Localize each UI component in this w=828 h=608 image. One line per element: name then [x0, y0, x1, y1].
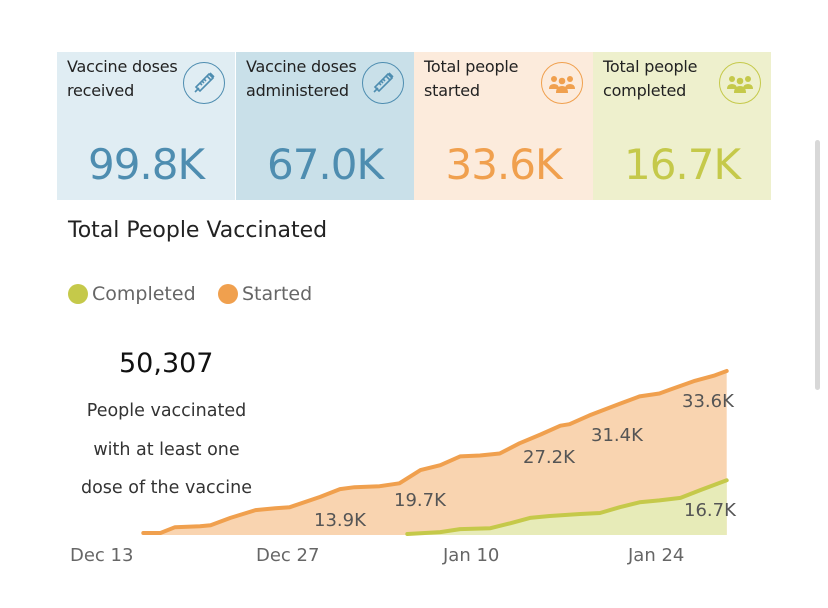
- area-completed: [407, 480, 727, 535]
- data-label: 27.2K: [523, 447, 575, 468]
- x-tick: Jan 24: [628, 545, 685, 566]
- summary-line: People vaccinated: [86, 401, 247, 421]
- kpi-card[interactable]: Total people completed 16.7K: [593, 52, 771, 200]
- area-started: [143, 371, 727, 535]
- line-started: [141, 369, 729, 535]
- legend-label: Completed: [92, 283, 196, 305]
- x-tick: Dec 13: [70, 545, 134, 566]
- kpi-card[interactable]: Vaccine doses received 99.8K: [57, 52, 235, 200]
- kpi-title: Total people started: [424, 57, 519, 100]
- kpi-title: Vaccine doses received: [67, 57, 178, 100]
- kpi-title: Total people completed: [603, 57, 698, 100]
- legend-label: Started: [242, 283, 313, 305]
- people-icon: [541, 62, 583, 104]
- data-label: 33.6K: [682, 391, 734, 412]
- legend-dot-completed: [68, 284, 88, 304]
- legend-dot-started: [218, 284, 238, 304]
- kpi-value: 16.7K: [623, 140, 741, 189]
- data-label: 13.9K: [314, 510, 366, 531]
- data-label: 16.7K: [684, 500, 736, 521]
- kpi-value: 67.0K: [266, 140, 384, 189]
- kpi-card[interactable]: Total people started 33.6K: [414, 52, 593, 200]
- scrollbar[interactable]: [815, 140, 820, 390]
- people-vaccinated-count: 50,307: [119, 348, 214, 379]
- kpi-title: Vaccine doses administered: [246, 57, 357, 100]
- kpi-value: 99.8K: [87, 140, 205, 189]
- data-label: 19.7K: [394, 490, 446, 511]
- data-label: 31.4K: [591, 425, 643, 446]
- legend-started[interactable]: Started: [218, 283, 312, 305]
- syringe-icon: [183, 62, 225, 104]
- summary-line: dose of the vaccine: [80, 478, 253, 498]
- people-icon: [719, 62, 761, 104]
- line-completed: [405, 478, 729, 536]
- legend-completed[interactable]: Completed: [68, 283, 196, 305]
- x-tick: Dec 27: [256, 545, 320, 566]
- syringe-icon: [362, 62, 404, 104]
- kpi-value: 33.6K: [445, 140, 562, 189]
- kpi-card[interactable]: Vaccine doses administered 67.0K: [236, 52, 414, 200]
- x-tick: Jan 10: [443, 545, 500, 566]
- chart-title: Total People Vaccinated: [68, 218, 328, 243]
- summary-line: with at least one: [93, 440, 240, 460]
